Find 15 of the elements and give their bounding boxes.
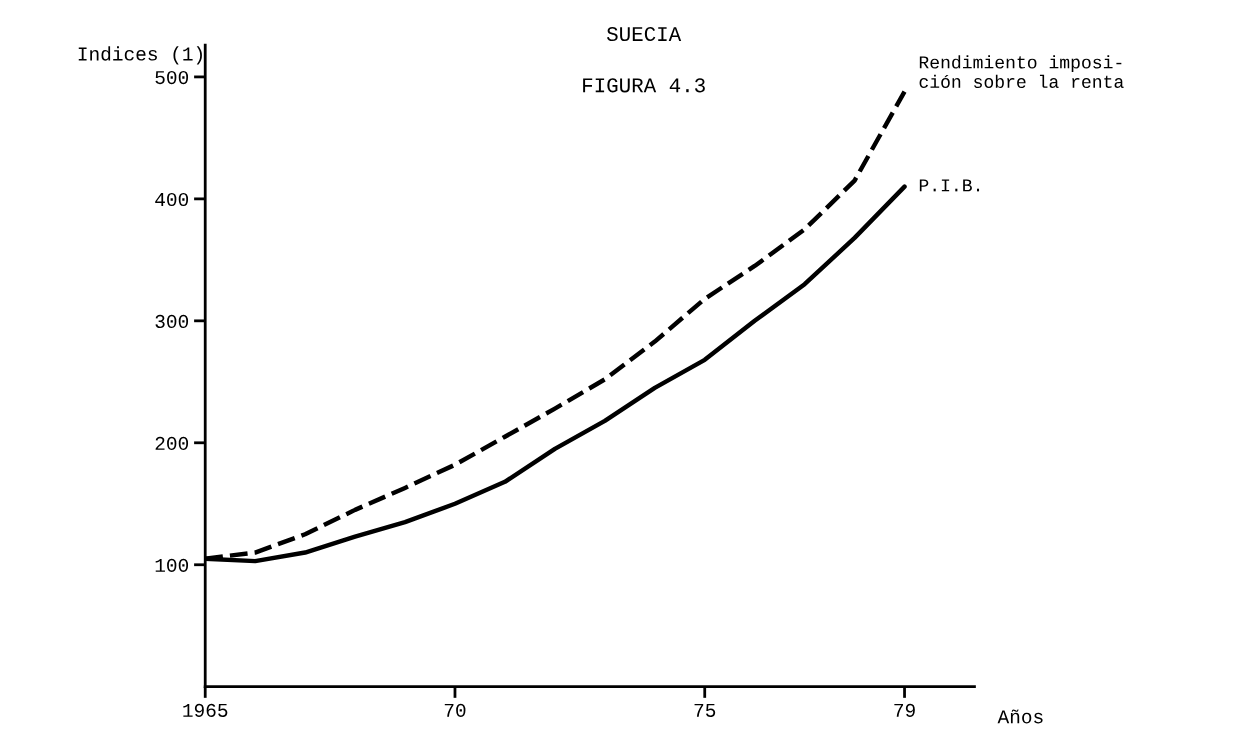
x-tick-label: 70 [444, 703, 466, 717]
x-tick-label: 79 [894, 703, 915, 717]
y-tick-label: 200 [155, 436, 189, 451]
chart-title: SUECIA [606, 26, 682, 42]
y-tick-label: 500 [155, 70, 189, 85]
x-tick-label: 75 [694, 703, 716, 717]
series-label: P.I.B. [919, 179, 980, 192]
x-tick-label: 1965 [183, 703, 228, 717]
y-tick-label: 400 [155, 192, 189, 207]
text: FIGURA 4.3 [583, 78, 705, 93]
series-label: Rendimiento imposi- ción sobre la renta [919, 55, 1124, 88]
y-axis-title: Indices (1) [78, 46, 202, 65]
x-axis-title: Años [997, 709, 1043, 724]
y-tick-label: 100 [155, 558, 189, 572]
y-tick-label: 300 [155, 314, 189, 329]
